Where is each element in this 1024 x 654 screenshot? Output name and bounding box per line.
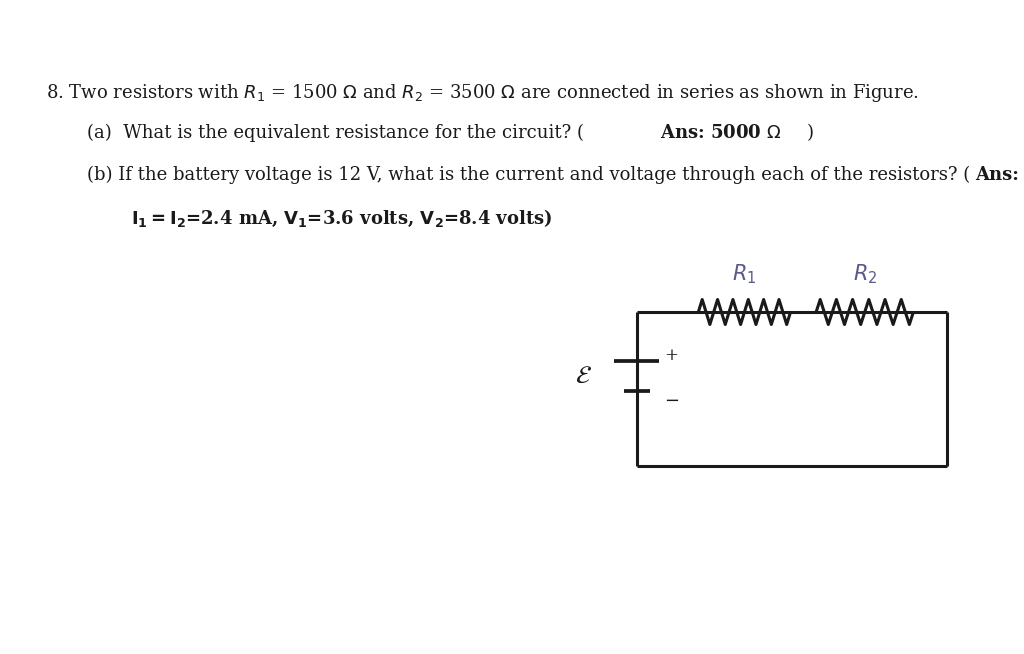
Text: $R_1$: $R_1$ — [732, 262, 757, 286]
Text: 8. Two resistors with $R_1$ = 1500 $\Omega$ and $R_2$ = 3500 $\Omega$ are connec: 8. Two resistors with $R_1$ = 1500 $\Ome… — [46, 82, 919, 104]
Text: (a)  What is the equivalent resistance for the circuit? (: (a) What is the equivalent resistance fo… — [87, 124, 584, 143]
Text: −: − — [665, 392, 680, 410]
Text: (b) If the battery voltage is 12 V, what is the current and voltage through each: (b) If the battery voltage is 12 V, what… — [87, 166, 971, 184]
Text: $\mathbf{I_1=I_2}$=2.4 mA, $\mathbf{V_1}$=3.6 volts, $\mathbf{V_2}$=8.4 volts): $\mathbf{I_1=I_2}$=2.4 mA, $\mathbf{V_1}… — [131, 208, 553, 229]
Text: $\mathcal{E}$: $\mathcal{E}$ — [575, 364, 592, 388]
Text: Ans: 5000 $\Omega$: Ans: 5000 $\Omega$ — [660, 124, 782, 142]
Text: +: + — [665, 347, 679, 364]
Text: $R_2$: $R_2$ — [853, 262, 877, 286]
Text: ): ) — [807, 124, 814, 142]
Text: Ans:: Ans: — [975, 166, 1019, 184]
